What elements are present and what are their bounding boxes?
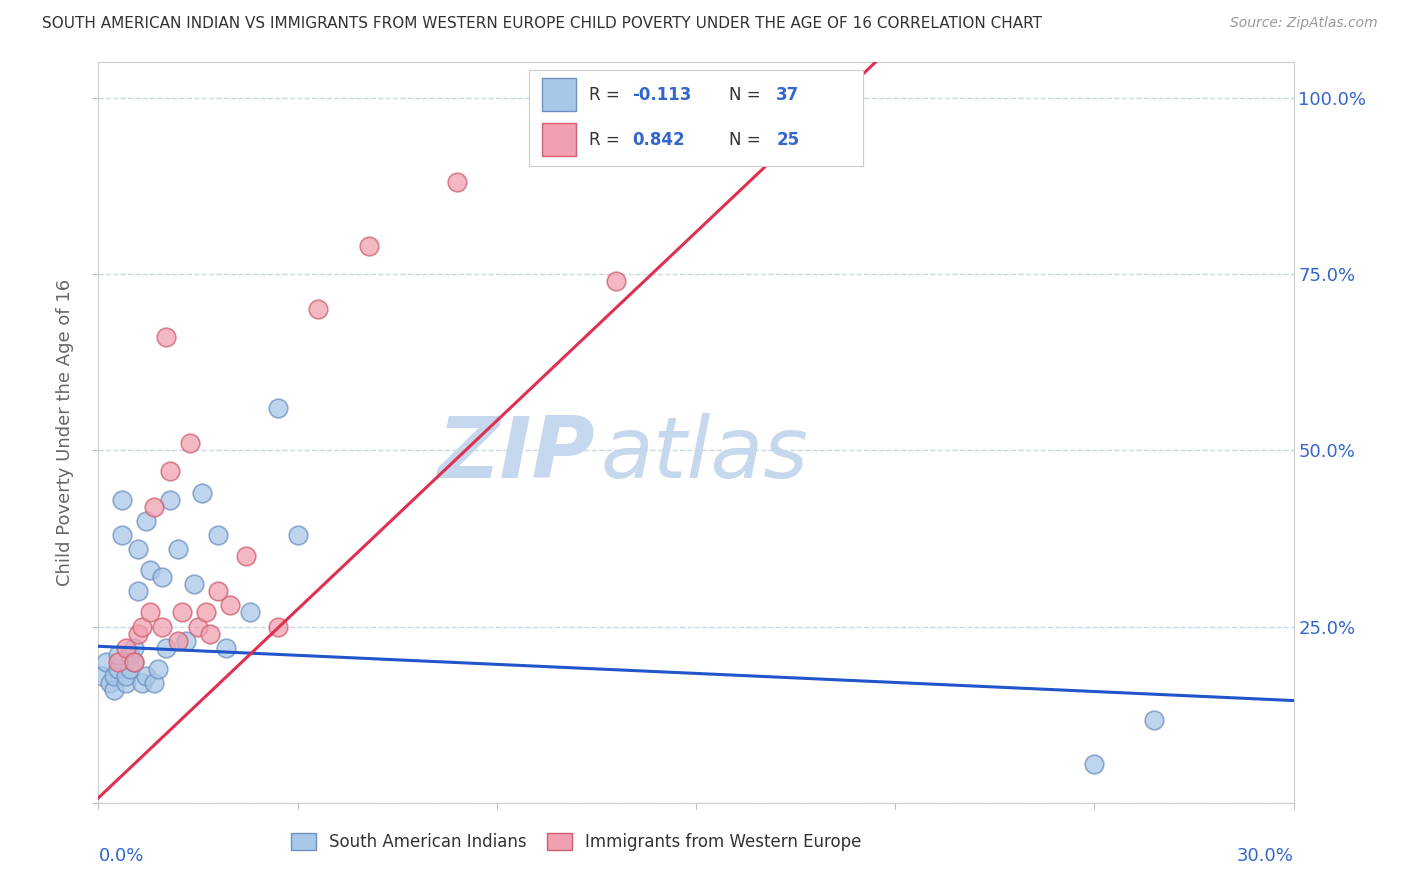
- Point: [135, 514, 157, 528]
- Text: 0.0%: 0.0%: [98, 847, 143, 865]
- Point: [287, 528, 309, 542]
- Point: [207, 584, 229, 599]
- Point: [139, 606, 162, 620]
- Point: [131, 676, 153, 690]
- Point: [115, 676, 138, 690]
- Point: [219, 599, 242, 613]
- Point: [155, 640, 177, 655]
- Point: [111, 492, 134, 507]
- Point: [96, 655, 118, 669]
- Point: [267, 401, 290, 415]
- Point: [139, 563, 162, 577]
- Point: [103, 669, 125, 683]
- Point: [107, 662, 129, 676]
- Point: [239, 606, 262, 620]
- Point: [215, 640, 238, 655]
- Point: [187, 619, 209, 633]
- Text: Source: ZipAtlas.com: Source: ZipAtlas.com: [1230, 16, 1378, 30]
- Point: [127, 626, 149, 640]
- Point: [198, 626, 221, 640]
- Point: [785, 91, 807, 105]
- Point: [195, 606, 218, 620]
- Point: [150, 570, 173, 584]
- Point: [207, 528, 229, 542]
- Point: [159, 464, 181, 478]
- Point: [115, 640, 138, 655]
- Text: SOUTH AMERICAN INDIAN VS IMMIGRANTS FROM WESTERN EUROPE CHILD POVERTY UNDER THE : SOUTH AMERICAN INDIAN VS IMMIGRANTS FROM…: [42, 16, 1042, 31]
- Point: [120, 662, 142, 676]
- Point: [172, 606, 194, 620]
- Point: [124, 655, 146, 669]
- Point: [143, 500, 166, 514]
- Point: [107, 648, 129, 662]
- Legend: South American Indians, Immigrants from Western Europe: South American Indians, Immigrants from …: [284, 826, 869, 857]
- Text: atlas: atlas: [600, 413, 808, 496]
- Point: [120, 648, 142, 662]
- Text: 30.0%: 30.0%: [1237, 847, 1294, 865]
- Point: [1143, 713, 1166, 727]
- Point: [124, 655, 146, 669]
- Point: [103, 683, 125, 698]
- Point: [174, 633, 197, 648]
- Point: [135, 669, 157, 683]
- Text: ZIP: ZIP: [437, 413, 595, 496]
- Point: [1083, 757, 1105, 772]
- Point: [159, 492, 181, 507]
- Point: [98, 676, 122, 690]
- Point: [359, 239, 381, 253]
- Point: [127, 584, 149, 599]
- Point: [605, 274, 627, 288]
- Y-axis label: Child Poverty Under the Age of 16: Child Poverty Under the Age of 16: [56, 279, 75, 586]
- Point: [91, 669, 114, 683]
- Point: [115, 669, 138, 683]
- Point: [235, 549, 257, 563]
- Point: [446, 175, 468, 189]
- Point: [111, 528, 134, 542]
- Point: [267, 619, 290, 633]
- Point: [155, 330, 177, 344]
- Point: [124, 640, 146, 655]
- Point: [143, 676, 166, 690]
- Point: [167, 541, 190, 556]
- Point: [148, 662, 170, 676]
- Point: [179, 436, 201, 450]
- Point: [131, 619, 153, 633]
- Point: [307, 302, 329, 317]
- Point: [183, 577, 205, 591]
- Point: [191, 485, 214, 500]
- Point: [150, 619, 173, 633]
- Point: [127, 541, 149, 556]
- Point: [167, 633, 190, 648]
- Point: [107, 655, 129, 669]
